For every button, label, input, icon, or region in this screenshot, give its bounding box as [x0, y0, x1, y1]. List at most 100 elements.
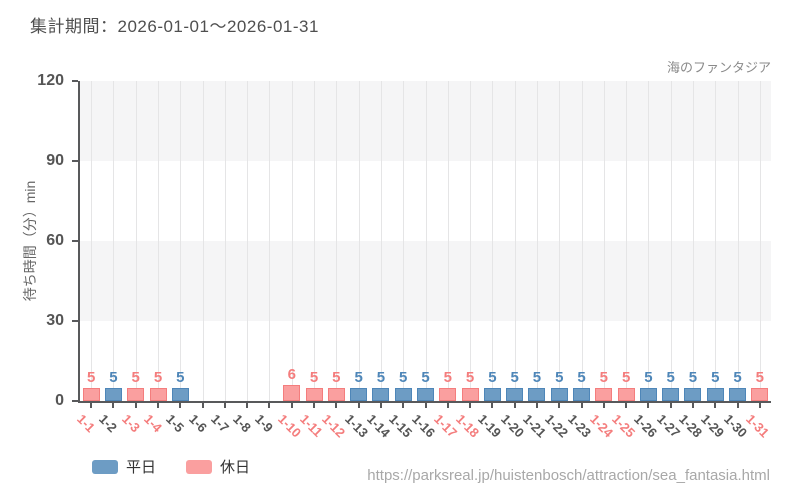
y-tick-mark [72, 160, 78, 162]
x-tick-mark [268, 403, 271, 408]
x-tick-mark [290, 403, 293, 408]
gridline-vertical [692, 81, 694, 401]
gridline-vertical [536, 81, 538, 401]
x-tick-label-text: 1-29 [698, 411, 728, 441]
gridline-vertical [135, 81, 137, 401]
bar-value-label: 5 [621, 368, 631, 386]
x-tick-label-text: 1-19 [475, 411, 505, 441]
x-tick-mark [90, 403, 93, 408]
x-tick-label-text: 1-21 [520, 411, 550, 441]
x-tick-mark [379, 403, 382, 408]
y-tick-mark [72, 320, 78, 322]
x-tick-label-text: 1-22 [542, 411, 572, 441]
x-tick-mark [335, 403, 338, 408]
wait-bar-1-16 [417, 387, 434, 401]
wait-bar-1-21 [528, 387, 546, 401]
wait-bar-1-17 [439, 387, 457, 401]
bar-value-label: 5 [555, 368, 564, 386]
x-tick-label-text: 1-10 [274, 411, 304, 441]
x-tick-mark [246, 403, 249, 408]
gridline-vertical [514, 81, 516, 401]
wait-bar-1-25 [617, 387, 635, 401]
gridline-vertical [492, 81, 494, 401]
wait-bar-1-14 [372, 387, 390, 401]
x-tick-mark [491, 403, 494, 408]
gridline-vertical [603, 81, 605, 401]
x-tick-label-text: 1-23 [564, 411, 594, 441]
x-tick-label-text: 1-2 [96, 411, 121, 436]
bar-value-label: 5 [131, 368, 140, 386]
y-tick-mark [72, 240, 78, 242]
bar-value-label: 5 [488, 368, 497, 386]
bar-value-label: 5 [666, 368, 675, 386]
wait-bar-1-26 [639, 387, 657, 401]
wait-bar-1-24 [595, 387, 613, 401]
wait-bar-1-2 [104, 387, 122, 401]
bar-value-label: 5 [755, 368, 765, 386]
x-tick-label-text: 1-5 [163, 411, 188, 436]
gridline-vertical [380, 81, 382, 401]
x-tick-label-text: 1-20 [497, 411, 527, 441]
gridline-vertical [358, 81, 360, 401]
gridline-vertical [470, 81, 472, 401]
x-tick-label-text: 1-27 [653, 411, 683, 441]
bar-value-label: 5 [86, 368, 96, 386]
x-tick-mark [602, 403, 605, 408]
bar-value-label: 5 [421, 368, 430, 386]
gridline-vertical [180, 81, 182, 401]
wait-bar-1-3 [127, 387, 145, 401]
gridline-vertical [425, 81, 427, 401]
legend-item-weekday[interactable]: 平日 [92, 456, 156, 477]
bar-value-label: 5 [153, 368, 163, 386]
x-tick-mark [223, 403, 226, 408]
x-tick-mark [580, 403, 583, 408]
bar-value-label: 5 [109, 368, 118, 386]
x-tick-mark [357, 403, 360, 408]
legend-label-weekday: 平日 [126, 459, 157, 476]
x-tick-mark [558, 403, 561, 408]
x-tick-label-text: 1-3 [118, 411, 143, 436]
bar-value-label: 5 [577, 368, 586, 386]
gridline-vertical [336, 81, 338, 401]
gridline-vertical [447, 81, 449, 401]
wait-bar-1-18 [461, 387, 479, 401]
bar-value-label: 5 [354, 368, 363, 386]
bar-value-label: 5 [176, 368, 185, 386]
x-tick-mark [758, 403, 761, 408]
legend-item-holiday[interactable]: 休日 [186, 456, 250, 477]
gridline-vertical [559, 81, 561, 401]
y-tick-label: 30 [46, 312, 64, 329]
x-axis: 1-1 1-2 1-3 1-4 1-5 1-6 1-7 1-8 1-9 1-10 1-11 1-12 1… [74, 403, 772, 463]
bar-value-label: 5 [599, 368, 608, 386]
gridline-vertical [113, 81, 115, 401]
bar-value-label: 5 [376, 368, 386, 386]
y-tick-mark [72, 400, 78, 402]
x-tick-mark [625, 403, 628, 408]
wait-bar-1-19 [483, 387, 501, 401]
x-tick-mark [469, 403, 472, 408]
gridline-vertical [269, 81, 271, 401]
weekday-color-swatch [92, 459, 118, 474]
wait-bar-1-31 [751, 387, 769, 401]
gridline-vertical [202, 81, 204, 401]
gridline-vertical [247, 81, 249, 401]
x-tick-label-text: 1-8 [230, 411, 255, 436]
x-tick-label-text: 1-7 [207, 411, 232, 436]
x-tick-mark [134, 403, 137, 408]
report-period-title: 集計期間：2026-01-01～2026-01-31 [30, 17, 319, 36]
bar-value-label: 5 [309, 368, 319, 386]
wait-bar-1-5 [171, 387, 189, 401]
gridline-vertical [626, 81, 628, 401]
gridline-vertical [581, 81, 583, 401]
x-tick-mark [313, 403, 316, 408]
bar-value-label: 5 [688, 368, 698, 386]
y-tick-label: 60 [46, 232, 64, 249]
x-tick-label-text: 1-6 [185, 411, 210, 436]
gridline-vertical [737, 81, 739, 401]
wait-bar-1-10 [283, 385, 301, 401]
x-tick-label-text: 1-30 [720, 411, 750, 441]
wait-bar-1-4 [149, 387, 167, 401]
gridline-vertical [314, 81, 316, 401]
bar-value-label: 5 [711, 368, 720, 386]
